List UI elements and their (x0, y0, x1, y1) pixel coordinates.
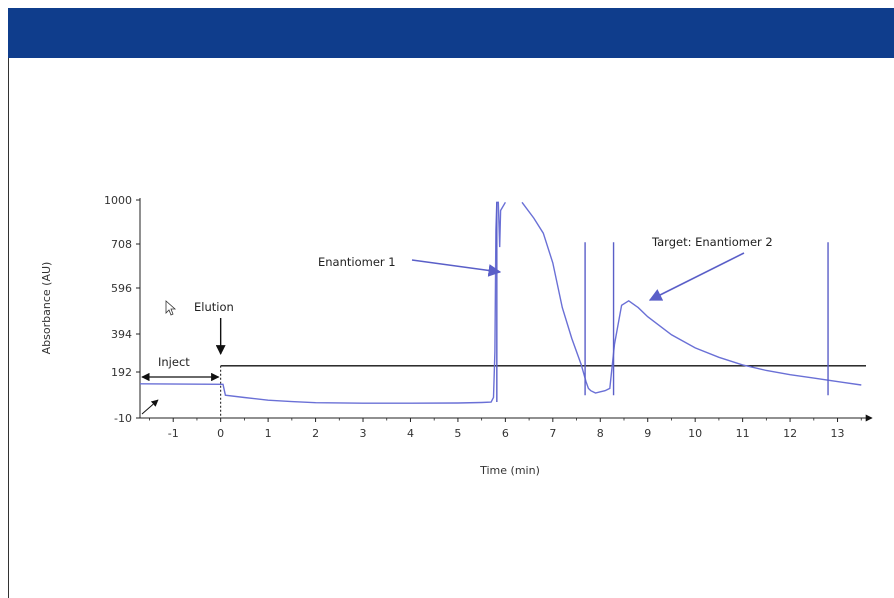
x-tick-label: 3 (360, 427, 367, 440)
x-tick-label: 10 (688, 427, 702, 440)
x-tick-label: 13 (831, 427, 845, 440)
x-axis-title: Time (min) (479, 464, 540, 477)
y-tick-label: 708 (111, 238, 132, 251)
x-tick-label: 8 (597, 427, 604, 440)
cursor-icon (165, 300, 177, 316)
y-tick-label: 394 (111, 328, 132, 341)
inject-label: Inject (158, 355, 190, 369)
enantiomer-1-arrow (411, 259, 502, 277)
x-tick-label: 7 (549, 427, 556, 440)
header-bar (8, 8, 894, 58)
y-tick-label: -10 (114, 412, 132, 425)
y-tick-label: 192 (111, 366, 132, 379)
series-line-2 (521, 201, 862, 394)
y-tick-label: 596 (111, 282, 132, 295)
enantiomer-1-label: Enantiomer 1 (318, 255, 396, 269)
x-tick-label: 2 (312, 427, 319, 440)
x-tick-label: 6 (502, 427, 509, 440)
x-tick-label: 1 (265, 427, 272, 440)
series-line-1 (139, 201, 507, 404)
y-axis-title: Absorbance (AU) (40, 262, 53, 355)
y-tick-label: 1000 (104, 194, 132, 207)
left-border-line (8, 58, 9, 598)
x-tick-label: 5 (454, 427, 461, 440)
origin-arrow (141, 399, 159, 415)
x-tick-label: 0 (217, 427, 224, 440)
x-tick-label: 4 (407, 427, 414, 440)
target-enantiomer-2-label: Target: Enantiomer 2 (651, 235, 773, 249)
x-tick-label: 9 (644, 427, 651, 440)
x-tick-label: 11 (736, 427, 750, 440)
elution-label: Elution (194, 300, 234, 314)
x-tick-label: 12 (783, 427, 797, 440)
x-tick-label: -1 (168, 427, 179, 440)
target-enantiomer-2-arrow (648, 252, 745, 301)
